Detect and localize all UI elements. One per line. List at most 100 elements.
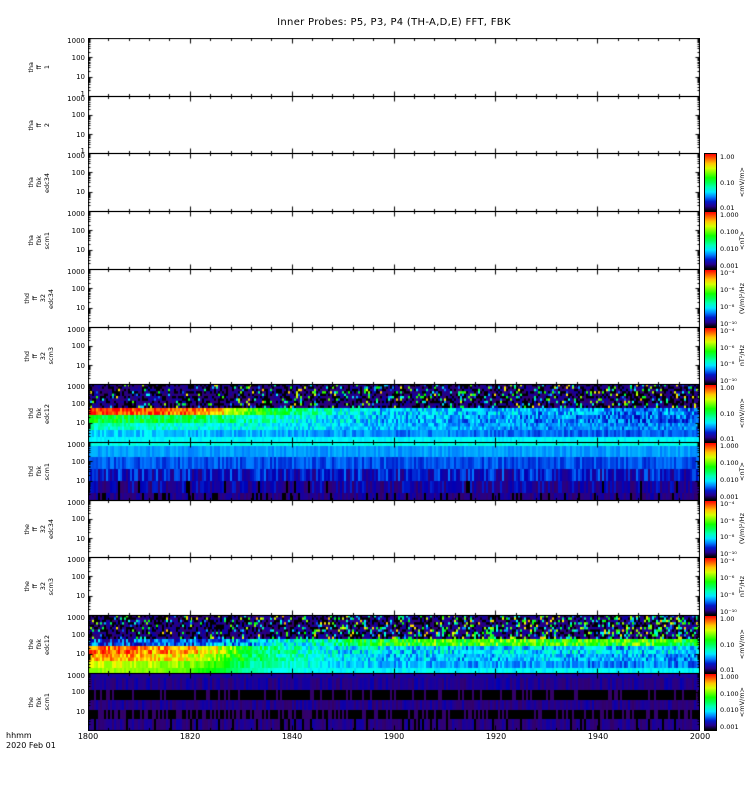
panel-tha-fbk-scm1: 1000 100 10 tha fbk scm1 1.000 0.100 0.010 0.001 <…	[27, 210, 746, 270]
colorbar-tick-label: 0.001	[720, 493, 739, 501]
colorbar-tick-label: 0.100	[720, 689, 739, 698]
y-tick-label: 100	[71, 688, 85, 697]
y-tick-label: 1000	[67, 37, 85, 45]
panel-label-word: fbk	[34, 177, 43, 188]
plot-title: Inner Probes: P5, P3, P4 (TH-A,D,E) FFT,…	[277, 17, 511, 28]
colorbar-the-fbk-scm1	[704, 673, 717, 731]
y-tick-label: 1000	[67, 556, 85, 564]
colorbar-unit-text: <mV/m>	[738, 398, 746, 429]
x-tick-label: 1900	[383, 732, 405, 741]
spectrogram-the-fbk-edc12	[88, 615, 700, 674]
x-tick-label: 1840	[281, 732, 303, 741]
axes-thd-ff-32-edc34	[88, 269, 700, 328]
panel-label-word: the	[22, 581, 31, 592]
x-tick-label: 2000	[689, 732, 711, 741]
colorbar-tick-label: 0.01	[720, 204, 735, 212]
colorbar-unit-text: <mV/m>	[738, 629, 746, 660]
colorbar-the-fbk-edc12	[704, 615, 717, 674]
panel-label-tha-fbk-edc34: tha fbk edc34	[22, 153, 56, 212]
panel-label-word: fbk	[34, 466, 43, 477]
panel-label-word: 32	[38, 582, 47, 591]
panel-label-the-fbk-edc12: the fbk edc12	[22, 615, 56, 674]
colorbar-unit-text: nT²/Hz	[738, 345, 746, 367]
colorbar-thd-fbk-scm1	[704, 442, 717, 501]
y-tick-label: 1000	[67, 499, 85, 507]
axes-tha-fbk-edc34	[88, 153, 700, 212]
panel-label-word: 32	[38, 351, 47, 361]
colorbar-tick-label: 0.010	[720, 476, 739, 484]
colorbar-tick-label: 10⁻⁸	[720, 533, 735, 542]
panel-label-word: 2	[42, 122, 51, 128]
panel-label-word: fbk	[34, 235, 43, 246]
colorbar-tick-label: 1.00	[720, 615, 735, 623]
colorbar-tick-label: 1.000	[720, 211, 739, 219]
axes-tha-fbk-scm1	[88, 211, 700, 270]
y-tick-label: 1000	[67, 326, 85, 334]
panel-label-word: the	[26, 639, 35, 650]
colorbar-unit-text: <mV/m>	[738, 686, 746, 718]
panel-label-the-ff-32-edc34: the ff 32 edc34	[22, 500, 56, 558]
panel-label-word: tha	[26, 235, 35, 246]
colorbar-the-ff-32-edc34	[704, 500, 717, 558]
colorbar-tick-label: 10⁻¹⁰	[720, 550, 737, 558]
panel-label-word: edc34	[46, 519, 55, 539]
x-tick-label: 1820	[179, 732, 201, 741]
colorbar-tha-fbk-scm1	[704, 211, 717, 270]
colorbar-tick-label: 10⁻⁶	[720, 516, 735, 525]
colorbar-tick-label: 1.00	[720, 384, 735, 392]
colorbar-tick-label: 10⁻⁸	[720, 360, 735, 369]
panel-label-word: fbk	[34, 696, 43, 708]
y-tick-label: 100	[71, 630, 85, 639]
y-tick-label: 1000	[67, 614, 85, 622]
y-tick-label: 100	[71, 399, 85, 408]
colorbar-thd-ff-32-scm3	[704, 327, 717, 385]
colorbar-unit-label: <mV/m>	[735, 673, 750, 731]
panel-label-word: scm1	[42, 231, 51, 250]
y-tick-label: 100	[71, 53, 85, 62]
panel-label-word: 32	[38, 294, 47, 303]
panel-label-word: ff	[30, 584, 39, 589]
panel-label-word: edc12	[42, 403, 51, 424]
panel-label-tha-ff-2: tha ff 2	[22, 96, 56, 154]
axes-thd-ff-32-scm3	[88, 327, 700, 385]
y-tick-label: 100	[71, 342, 85, 351]
colorbar-tick-label: 1.000	[720, 673, 739, 681]
panel-label-word: 32	[38, 524, 47, 534]
panel-label-thd-ff-32-edc34: thd ff 32 edc34	[22, 269, 56, 328]
y-tick-label: 100	[71, 111, 85, 120]
colorbar-tick-label: 1.000	[720, 442, 739, 450]
colorbar-tick-label: 0.10	[720, 409, 735, 418]
y-tick-label: 10	[76, 419, 85, 428]
colorbar-thd-ff-32-edc34	[704, 269, 717, 328]
panel-thd-ff-32-scm3: 1000 100 10 thd ff 32 scm3 10⁻⁴ 10⁻⁶ 10⁻⁸ 10⁻¹⁰ nT²…	[23, 326, 746, 385]
colorbar-tick-label: 10⁻¹⁰	[720, 377, 737, 385]
panel-label-word: fbk	[34, 639, 43, 650]
y-tick-label: 100	[71, 226, 85, 235]
x-tick-label: 1800	[77, 732, 99, 741]
colorbar-tick-label: 0.10	[720, 640, 735, 649]
colorbar-tick-label: 10⁻¹⁰	[720, 320, 737, 328]
colorbar-tick-label: 10⁻⁴	[720, 269, 735, 277]
panel-label-word: ff	[30, 296, 39, 301]
panel-label-word: thd	[22, 350, 31, 362]
colorbar-tick-label: 0.001	[720, 723, 739, 731]
colorbar-the-ff-32-scm3	[704, 557, 717, 616]
panel-label-word: thd	[22, 293, 31, 304]
panel-the-fbk-edc12: 1000 100 10 the fbk edc12 1.00 0.10 0.01 <mV/m>	[27, 614, 746, 674]
colorbar-tick-label: 0.01	[720, 666, 735, 674]
colorbar-tick-label: 10⁻⁸	[720, 303, 735, 311]
panel-thd-fbk-scm1: 1000 100 10 thd fbk scm1 1.000 0.100 0.010 0.001 <…	[27, 441, 746, 501]
colorbar-unit-label: <mV/m>	[735, 384, 750, 443]
panel-label-word: scm3	[46, 347, 55, 365]
panel-label-thd-fbk-edc12: thd fbk edc12	[22, 384, 56, 443]
colorbar-tick-label: 0.10	[720, 178, 735, 187]
panel-label-the-fbk-scm1: the fbk scm1	[22, 673, 56, 731]
colorbar-tick-label: 1.00	[720, 153, 735, 161]
panel-label-word: the	[22, 523, 31, 535]
panel-label-word: edc34	[46, 288, 55, 309]
colorbar-thd-fbk-edc12	[704, 384, 717, 443]
colorbar-tick-label: 0.010	[720, 706, 739, 715]
y-tick-label: 1	[80, 147, 85, 155]
colorbar-unit-label: (V/m)²/Hz	[735, 500, 750, 558]
